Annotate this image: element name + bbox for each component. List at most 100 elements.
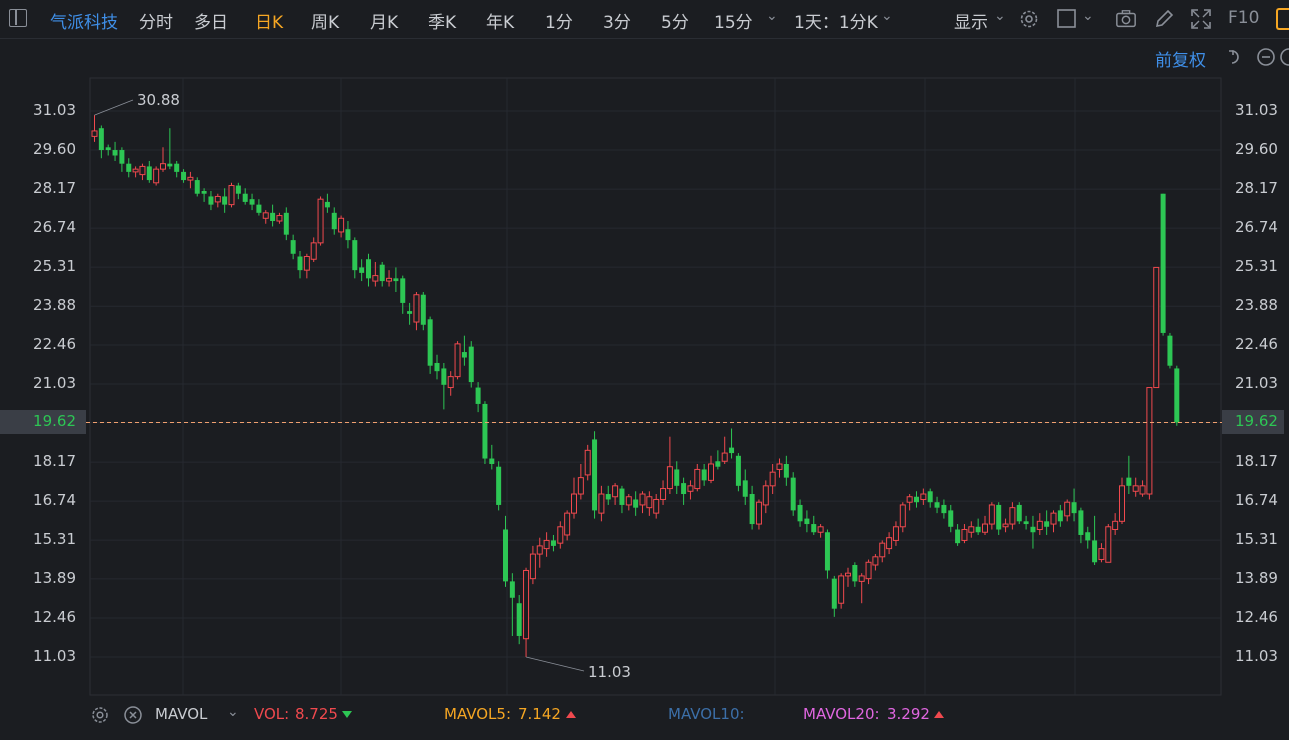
candle (249, 193, 255, 211)
candle (1139, 480, 1146, 497)
candle (181, 169, 187, 183)
candle-body (948, 510, 954, 527)
fullscreen-icon[interactable] (1190, 8, 1212, 30)
candle-body (1126, 477, 1132, 486)
candle (1009, 502, 1016, 530)
zoom-out-icon[interactable] (1256, 47, 1276, 67)
candle (633, 491, 639, 516)
candle (571, 477, 577, 519)
candle (345, 221, 351, 249)
candle (879, 540, 886, 563)
candle-body (297, 256, 303, 271)
chevron-down-icon[interactable]: ⌄ (994, 8, 1006, 24)
combo-period-select[interactable]: 1天：1分K (794, 13, 878, 33)
candle-body (762, 485, 769, 506)
candle (160, 147, 166, 172)
period-tab-weekly[interactable]: 周K (311, 13, 340, 33)
candle-body (359, 267, 365, 273)
down-arrow-icon (342, 711, 352, 718)
candle (666, 436, 673, 495)
close-icon[interactable] (123, 705, 143, 725)
candle-body (906, 496, 913, 503)
candle (262, 210, 269, 224)
camera-icon[interactable] (1115, 8, 1137, 30)
chevron-down-icon[interactable]: ⌄ (881, 8, 893, 24)
candle (996, 502, 1002, 535)
candle-body (91, 130, 98, 137)
candle (865, 559, 872, 585)
candle-body (735, 455, 741, 486)
candle-body (516, 603, 522, 636)
indicator-bar: MAVOL ⌄ VOL: 8.725 MAVOL5: 7.142 MAVOL10… (0, 700, 1289, 740)
candle-body (201, 190, 207, 194)
candle (592, 431, 598, 519)
gear-icon[interactable] (1018, 8, 1040, 30)
period-tab-duori[interactable]: 多日 (194, 13, 228, 33)
candle (948, 504, 954, 533)
candle-body (413, 294, 420, 323)
candle-body (181, 171, 187, 181)
candle-body (694, 468, 701, 490)
stock-name[interactable]: 气派科技 (50, 13, 118, 33)
candle (139, 163, 146, 181)
undo-icon[interactable] (1226, 47, 1246, 67)
side-panel-tab[interactable] (1276, 8, 1289, 30)
candle (1126, 455, 1132, 495)
candle (975, 518, 981, 535)
period-tab-1min[interactable]: 1分 (545, 13, 573, 33)
chevron-down-icon[interactable]: ⌄ (1082, 8, 1094, 24)
candle (119, 147, 125, 172)
candle (852, 562, 858, 587)
y-tick-label-left: 15.31 (33, 530, 76, 549)
candle (755, 499, 762, 530)
y-tick-label-right: 18.17 (1235, 452, 1278, 471)
candle-body (174, 163, 180, 172)
candle-body (489, 458, 495, 464)
pencil-icon[interactable] (1153, 8, 1175, 30)
period-tab-daily[interactable]: 日K (255, 13, 284, 33)
display-menu[interactable]: 显示 (954, 13, 988, 33)
period-tab-yearly[interactable]: 年K (486, 13, 515, 33)
candle-body (1092, 540, 1098, 563)
period-tab-5min[interactable]: 5分 (661, 13, 689, 33)
candle (694, 463, 701, 492)
candle (653, 494, 660, 519)
f10-button[interactable]: F10 (1228, 8, 1260, 28)
candle (625, 494, 632, 511)
candle (496, 461, 502, 511)
candle-body (633, 499, 639, 508)
chevron-down-icon[interactable]: ⌄ (766, 8, 778, 24)
candle (441, 362, 447, 410)
zoom-in-icon[interactable] (1279, 47, 1289, 67)
candle-body (1057, 510, 1063, 522)
period-tab-fenshi[interactable]: 分时 (139, 13, 173, 33)
indicator-name[interactable]: MAVOL (155, 705, 208, 723)
candle (838, 573, 845, 609)
candle (228, 182, 235, 208)
candle-body (1105, 526, 1112, 563)
candle-body (208, 196, 214, 205)
chevron-down-icon[interactable]: ⌄ (227, 704, 239, 720)
candle-body (674, 469, 680, 486)
candle (310, 237, 317, 262)
checkbox-icon[interactable] (1056, 8, 1078, 30)
period-tab-quarterly[interactable]: 季K (428, 13, 457, 33)
period-tab-15min[interactable]: 15分 (714, 13, 753, 33)
panel-toggle-icon[interactable] (9, 9, 27, 27)
candle-body (865, 561, 872, 580)
candle (1153, 266, 1160, 389)
candle-body (749, 494, 755, 525)
gear-icon[interactable] (90, 705, 110, 725)
candle (1071, 488, 1077, 522)
candle (708, 455, 714, 484)
candle-body (1064, 501, 1071, 517)
period-tab-monthly[interactable]: 月K (370, 13, 399, 33)
candle (701, 463, 707, 486)
y-tick-label-right: 15.31 (1235, 530, 1278, 549)
period-tab-3min[interactable]: 3分 (603, 13, 631, 33)
candle (214, 193, 221, 208)
candle (776, 458, 783, 478)
candle (982, 515, 988, 535)
fuquan-select[interactable]: 前复权 (1155, 51, 1206, 71)
